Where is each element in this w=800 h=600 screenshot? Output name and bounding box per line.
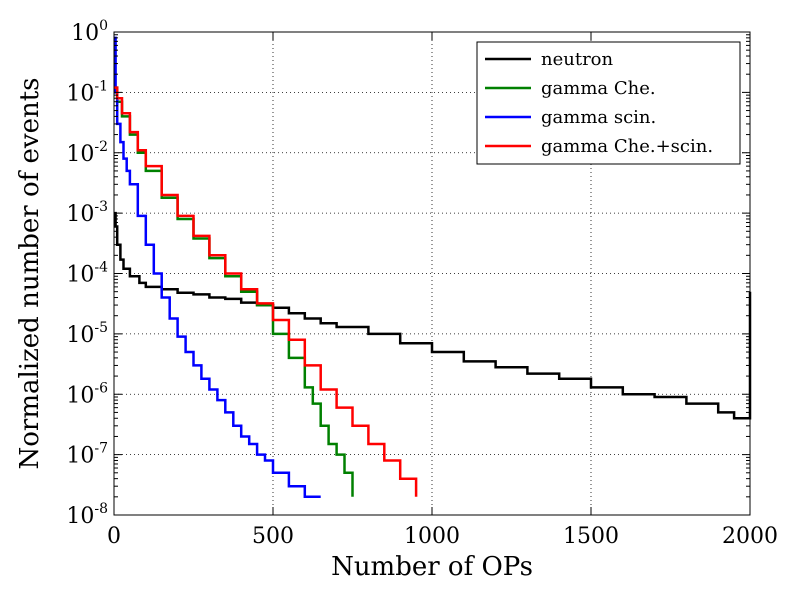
axis-ticks bbox=[113, 31, 751, 516]
y-axis-label: Normalized number of events bbox=[15, 77, 45, 469]
y-tick-labels: 100 10-1 10-2 10-3 10-4 10-5 10-6 10-7 10-8 bbox=[66, 18, 108, 529]
legend-label: gamma Che.+scin. bbox=[541, 136, 713, 157]
y-tick-label: 10-3 bbox=[66, 199, 108, 227]
legend-label: neutron bbox=[541, 49, 614, 70]
legend-label: gamma Che. bbox=[541, 78, 656, 99]
series-line-gamma-che- bbox=[114, 86, 354, 497]
x-tick-label: 0 bbox=[107, 524, 121, 549]
y-tick-label: 10-5 bbox=[66, 320, 108, 348]
x-tick-labels: 0 500 1000 1500 2000 bbox=[107, 524, 778, 549]
series-line-gamma-che-scin- bbox=[114, 86, 418, 497]
y-tick-label: 10-4 bbox=[66, 260, 108, 288]
y-tick-label: 10-6 bbox=[66, 380, 108, 408]
x-tick-label: 1500 bbox=[563, 524, 619, 549]
series-layer bbox=[114, 36, 752, 499]
series-line-neutron bbox=[114, 211, 752, 420]
legend-box bbox=[476, 41, 741, 165]
legend: neutron gamma Che. gamma scin. gamma Che.+s… bbox=[476, 41, 741, 165]
y-tick-label: 10-7 bbox=[66, 441, 108, 469]
x-tick-label: 500 bbox=[252, 524, 294, 549]
series-line-gamma-scin- bbox=[114, 36, 321, 499]
y-tick-label: 100 bbox=[71, 18, 108, 46]
y-tick-label: 10-2 bbox=[66, 139, 108, 167]
x-axis-label: Number of OPs bbox=[331, 552, 533, 582]
x-tick-label: 2000 bbox=[722, 524, 778, 549]
x-tick-label: 1000 bbox=[404, 524, 460, 549]
y-tick-label: 10-8 bbox=[66, 501, 108, 529]
y-tick-label: 10-1 bbox=[66, 78, 108, 106]
legend-label: gamma scin. bbox=[541, 107, 656, 128]
